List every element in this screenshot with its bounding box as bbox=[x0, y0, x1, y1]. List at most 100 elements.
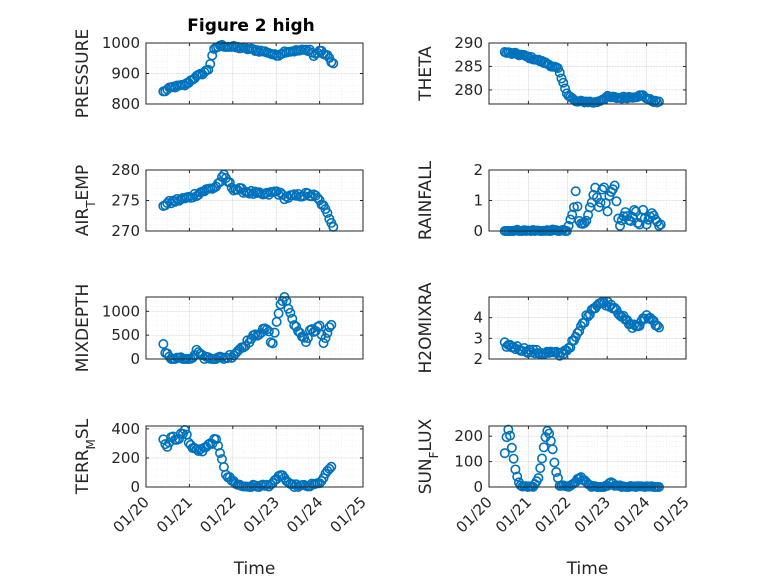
axes-box bbox=[488, 296, 687, 360]
subplot-sun: 0 100 200 SUNFLUX 01/2001/2101/2201/2301/240… bbox=[416, 418, 693, 579]
data-point bbox=[326, 461, 337, 472]
y-tick-label: 2 bbox=[473, 350, 483, 368]
x-tick-label: 01/24 bbox=[283, 493, 326, 536]
y-axis-label: SUNFLUX bbox=[416, 418, 441, 494]
data-point bbox=[318, 338, 329, 349]
data-point bbox=[579, 218, 590, 229]
data-point bbox=[572, 201, 583, 212]
data-point bbox=[263, 326, 274, 337]
data-point bbox=[535, 463, 546, 474]
data-point bbox=[211, 434, 222, 445]
y-tick-label: 280 bbox=[111, 161, 140, 179]
subplot-air: 270 275 280 AIRTEMP bbox=[73, 161, 364, 240]
subplot-pressure: 800 900 1000 PRESSURE bbox=[73, 29, 364, 118]
y-tick-label: 500 bbox=[111, 326, 140, 344]
data-point bbox=[203, 439, 214, 450]
data-point bbox=[512, 471, 523, 482]
data-point bbox=[499, 448, 510, 459]
data-point bbox=[574, 326, 585, 337]
data-point bbox=[207, 50, 218, 61]
subplot-h2omixra: 2 3 4 H2OMIXRA bbox=[416, 282, 687, 374]
y-tick-label: 0 bbox=[473, 478, 483, 496]
y-tick-label: 0 bbox=[473, 222, 483, 240]
x-tick-label: 01/21 bbox=[492, 493, 535, 536]
data-point bbox=[322, 327, 333, 338]
data-point bbox=[250, 329, 261, 340]
y-axis-label: MIXDEPTH bbox=[73, 284, 93, 373]
data-point bbox=[273, 308, 284, 319]
data-point bbox=[652, 320, 663, 331]
data-point bbox=[505, 430, 516, 441]
data-point bbox=[508, 453, 519, 464]
data-point bbox=[563, 220, 574, 231]
data-point bbox=[224, 177, 235, 188]
y-tick-label: 2 bbox=[473, 161, 483, 179]
y-tick-label: 200 bbox=[111, 449, 140, 467]
data-point bbox=[615, 220, 626, 231]
x-tick-label: 01/23 bbox=[240, 493, 283, 536]
axes-box bbox=[145, 296, 364, 360]
x-tick-label: 01/20 bbox=[110, 493, 153, 536]
y-tick-label: 285 bbox=[454, 57, 483, 75]
data-point bbox=[287, 313, 298, 324]
data-point bbox=[285, 307, 296, 318]
y-tick-label: 0 bbox=[130, 350, 140, 368]
data-point bbox=[547, 444, 558, 455]
data-point bbox=[267, 338, 278, 349]
data-point bbox=[655, 219, 666, 230]
x-axis-label: Time bbox=[233, 559, 276, 579]
x-tick-label: 01/23 bbox=[571, 493, 614, 536]
data-point bbox=[648, 97, 659, 108]
axes-box bbox=[488, 169, 687, 232]
data-point bbox=[554, 67, 565, 78]
data-point bbox=[328, 58, 339, 69]
y-tick-label: 290 bbox=[454, 34, 483, 52]
y-tick-label: 1000 bbox=[102, 302, 140, 320]
y-tick-label: 275 bbox=[111, 192, 140, 210]
data-point bbox=[322, 207, 333, 218]
data-point bbox=[187, 352, 198, 363]
data-point bbox=[314, 320, 325, 331]
axes-box bbox=[145, 425, 364, 488]
y-tick-label: 400 bbox=[111, 420, 140, 438]
data-point bbox=[611, 196, 622, 207]
data-point bbox=[533, 473, 544, 484]
y-tick-label: 3 bbox=[473, 329, 483, 347]
data-point bbox=[306, 191, 317, 202]
data-point bbox=[506, 442, 517, 453]
y-axis-label: TERRMSL bbox=[73, 418, 98, 495]
data-point bbox=[510, 464, 521, 475]
data-point bbox=[595, 197, 606, 208]
data-point bbox=[269, 327, 280, 338]
data-point bbox=[654, 322, 665, 333]
y-axis-label: RAINFALL bbox=[416, 160, 436, 240]
y-tick-label: 1 bbox=[473, 192, 483, 210]
y-tick-label: 100 bbox=[454, 453, 483, 471]
axes-box bbox=[488, 425, 687, 488]
plot-area bbox=[146, 297, 363, 359]
x-tick-label: 01/21 bbox=[153, 493, 196, 536]
data-point bbox=[324, 322, 335, 333]
x-axis-label: Time bbox=[566, 559, 609, 579]
x-tick-label: 01/25 bbox=[650, 493, 693, 536]
y-tick-label: 1000 bbox=[102, 34, 140, 52]
data-point bbox=[634, 219, 645, 230]
data-point bbox=[215, 447, 226, 458]
axes-box bbox=[488, 42, 687, 105]
axes-box bbox=[145, 169, 364, 232]
data-point bbox=[552, 63, 563, 74]
data-point bbox=[654, 220, 665, 231]
data-point bbox=[503, 424, 514, 435]
data-point bbox=[326, 57, 337, 68]
y-axis-label: AIRTEMP bbox=[73, 165, 98, 236]
y-tick-label: 0 bbox=[130, 478, 140, 496]
data-point bbox=[558, 77, 569, 88]
data-point bbox=[536, 453, 547, 464]
axes-box bbox=[145, 42, 364, 105]
x-tick-label: 01/22 bbox=[531, 493, 574, 536]
data-point bbox=[261, 479, 272, 490]
data-point bbox=[170, 196, 181, 207]
data-point bbox=[203, 64, 214, 75]
data-point bbox=[654, 96, 665, 107]
